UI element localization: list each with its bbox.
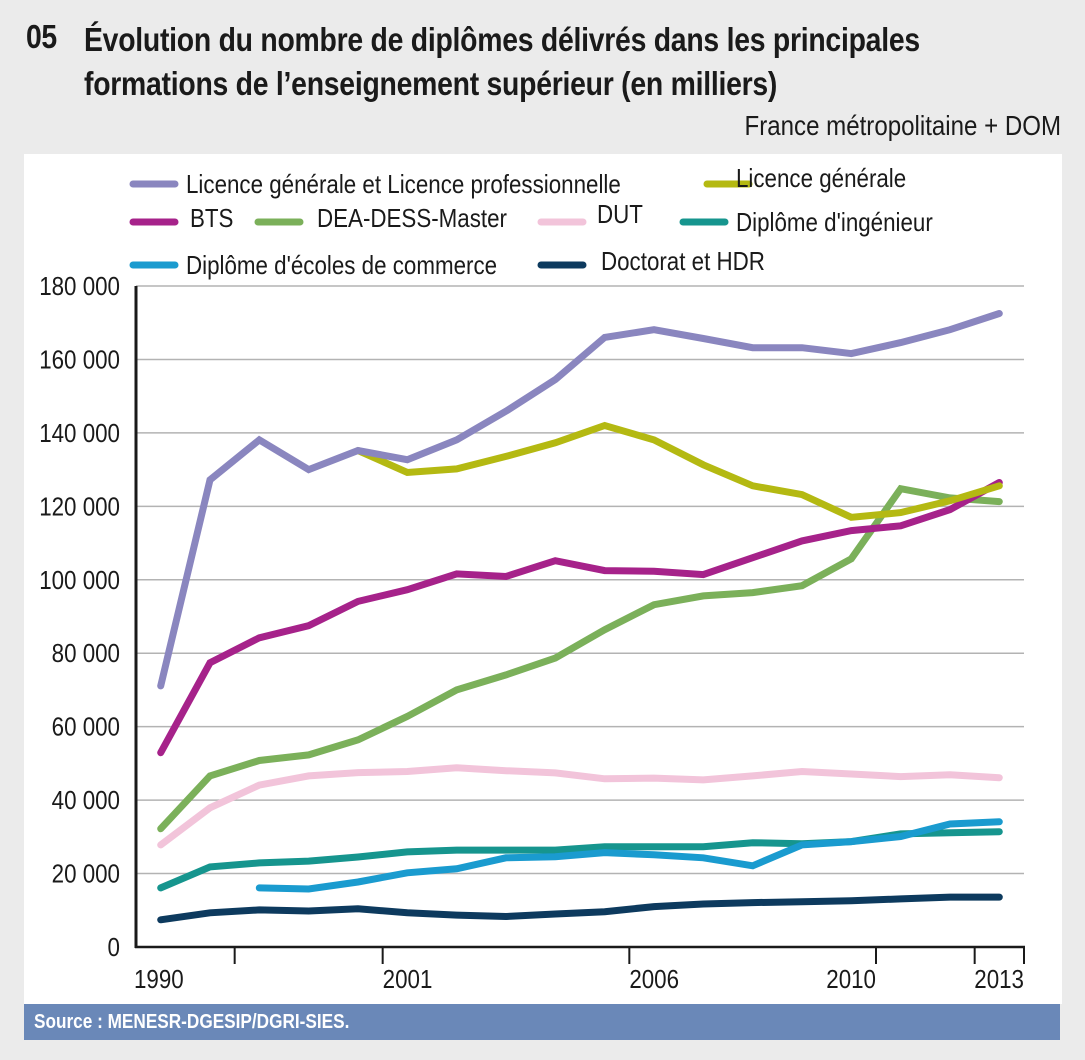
source-bar: Source : MENESR-DGESIP/DGRI-SIES. [24, 1004, 1060, 1040]
x-tick-label: 2013 [974, 965, 1024, 994]
y-tick-label: 20 000 [52, 860, 120, 889]
y-tick-label: 140 000 [39, 419, 120, 448]
x-tick-label: 2001 [383, 965, 433, 994]
legend-label: Licence générale [736, 164, 906, 193]
y-tick-label: 100 000 [39, 566, 120, 595]
legend-label: Licence générale et Licence professionne… [186, 170, 621, 199]
legend-label: Diplôme d'écoles de commerce [186, 251, 497, 280]
series-line-7 [157, 893, 1003, 924]
legend-label: DUT [597, 200, 643, 229]
legend-label: BTS [190, 204, 233, 233]
legend-label: Diplôme d'ingénieur [736, 208, 933, 237]
y-tick-label: 180 000 [39, 272, 120, 301]
source-text: Source : MENESR-DGESIP/DGRI-SIES. [34, 1011, 350, 1033]
series-line-4 [157, 764, 1003, 849]
y-tick-label: 0 [108, 933, 120, 962]
series-line-3 [157, 484, 1003, 833]
series-line-6 [255, 818, 1003, 893]
series-line-2 [157, 479, 1003, 757]
chart-subtitle: France métropolitaine + DOM [744, 110, 1061, 141]
x-tick-label: 2006 [629, 965, 679, 994]
y-tick-label: 80 000 [52, 640, 120, 669]
x-tick-label: 1990 [134, 965, 184, 994]
series-line-1 [354, 421, 1003, 521]
figure-number: 05 [26, 18, 57, 55]
y-tick-label: 40 000 [52, 787, 120, 816]
y-tick-label: 120 000 [39, 493, 120, 522]
legend: Licence générale et Licence professionne… [129, 164, 933, 280]
y-tick-label: 160 000 [39, 346, 120, 375]
y-axis-tick-labels: 0 20 000 40 000 60 000 80 000 100 000 120 000 1… [39, 272, 120, 962]
series-lines [157, 310, 1003, 924]
legend-label: DEA-DESS-Master [317, 204, 507, 233]
chart-panel [24, 154, 1062, 1004]
y-tick-label: 60 000 [52, 713, 120, 742]
chart-title-line-1: Évolution du nombre de diplômes délivrés… [84, 21, 920, 58]
x-axis-ticks: 1990 2001 2006 2010 2013 [134, 947, 1025, 994]
chart-title-line-2: formations de l’enseignement supérieur (… [84, 65, 778, 102]
chart-title: Évolution du nombre de diplômes délivrés… [84, 18, 1030, 106]
legend-label: Doctorat et HDR [601, 247, 765, 276]
x-tick-label: 2010 [826, 965, 876, 994]
series-line-0 [157, 310, 1003, 690]
